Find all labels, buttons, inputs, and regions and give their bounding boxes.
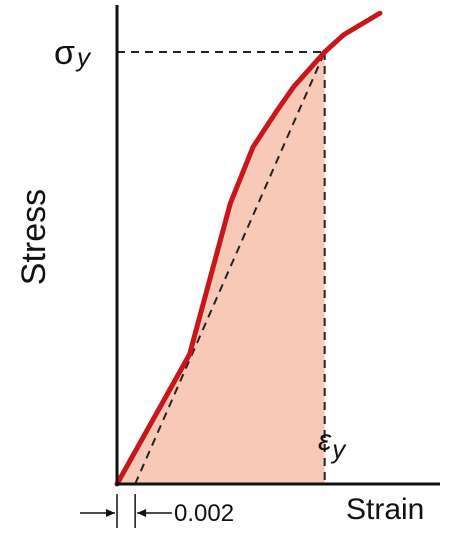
yield-stress-subscript: y — [76, 42, 90, 72]
y-axis-label: Stress — [15, 188, 53, 286]
offset-arrow-left — [80, 509, 115, 517]
arrow-head — [137, 509, 147, 517]
yield-strain-subscript: y — [332, 434, 346, 464]
stress-strain-curve — [114, 10, 383, 487]
offset-label: 0.002 — [174, 500, 235, 527]
x-axis-label: Strain — [346, 493, 425, 526]
arrow-head — [106, 509, 115, 517]
offset-arrow-right — [137, 509, 172, 517]
yield-strain-symbol: ε — [318, 424, 332, 457]
yield-stress-symbol: σ — [54, 34, 75, 72]
shaded-energy-region — [117, 52, 325, 484]
offset-line — [134, 51, 326, 485]
yield-strain-label: εy — [318, 424, 345, 464]
yield-stress-label: σy — [54, 34, 90, 72]
